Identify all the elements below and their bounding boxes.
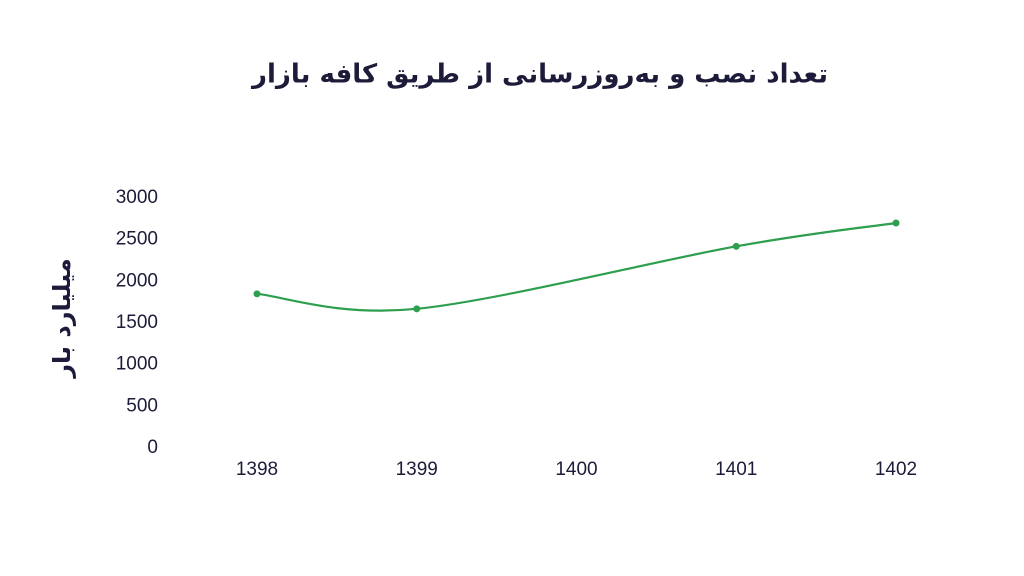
y-tick-label: 1000 [116,354,158,375]
chart-title: تعداد نصب و به‌روزرسانی از طریق کافه باز… [250,60,828,90]
y-tick-label: 3000 [116,187,158,208]
x-tick-label: 1401 [715,459,757,480]
y-axis-label: میلیارد بار [48,258,76,379]
data-line [256,221,897,312]
x-tick-label: 1399 [396,459,438,480]
data-point [253,290,261,298]
x-tick-label: 1402 [875,459,917,480]
y-tick-label: 2000 [116,270,158,291]
data-point [892,219,900,227]
x-tick-label: 1398 [236,459,278,480]
y-tick-label: 500 [126,395,158,416]
data-point [732,242,740,250]
y-tick-label: 1500 [116,312,158,333]
x-tick-label: 1400 [555,459,597,480]
y-tick-label: 2500 [116,229,158,250]
data-point [413,305,421,313]
y-tick-label: 0 [147,437,158,458]
